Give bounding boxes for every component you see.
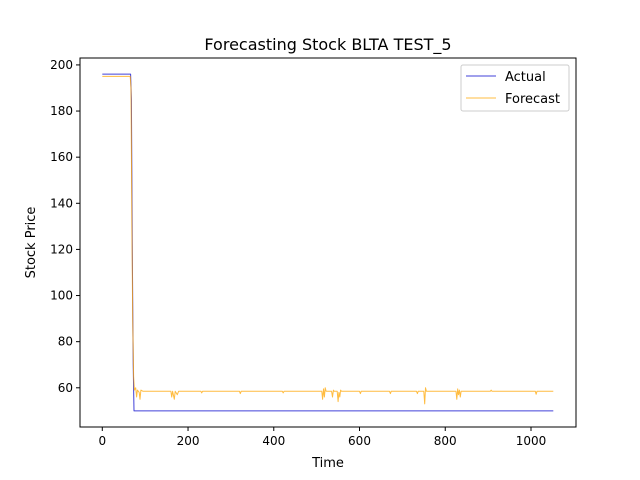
series-line-forecast [102,75,554,405]
series-layer [102,73,554,412]
y-tick-label: 160 [50,150,73,164]
x-tick-label: 400 [262,434,285,448]
y-axis-ticks: 60 80 100 120 140 160 180 200 [50,58,80,395]
y-tick-label: 200 [50,58,73,72]
y-tick-label: 100 [50,289,73,303]
y-tick-label: 140 [50,196,73,210]
x-tick-label: 600 [348,434,371,448]
x-tick-label: 800 [434,434,457,448]
x-tick-label: 0 [98,434,106,448]
chart-title: Forecasting Stock BLTA TEST_5 [204,35,451,55]
x-tick-label: 200 [177,434,200,448]
x-axis-label: Time [311,456,344,471]
x-axis-ticks: 0 200 400 600 800 1000 [98,427,546,448]
legend-label-actual: Actual [505,70,546,85]
x-tick-label: 1000 [516,434,547,448]
series-line-actual [102,73,554,412]
y-tick-label: 60 [58,381,73,395]
plot-frame [79,57,577,428]
y-tick-label: 80 [58,335,73,349]
legend: Actual Forecast [460,64,570,112]
y-tick-label: 180 [50,104,73,118]
legend-label-forecast: Forecast [505,92,560,107]
y-tick-label: 120 [50,242,73,256]
y-axis-label: Stock Price [24,207,39,279]
